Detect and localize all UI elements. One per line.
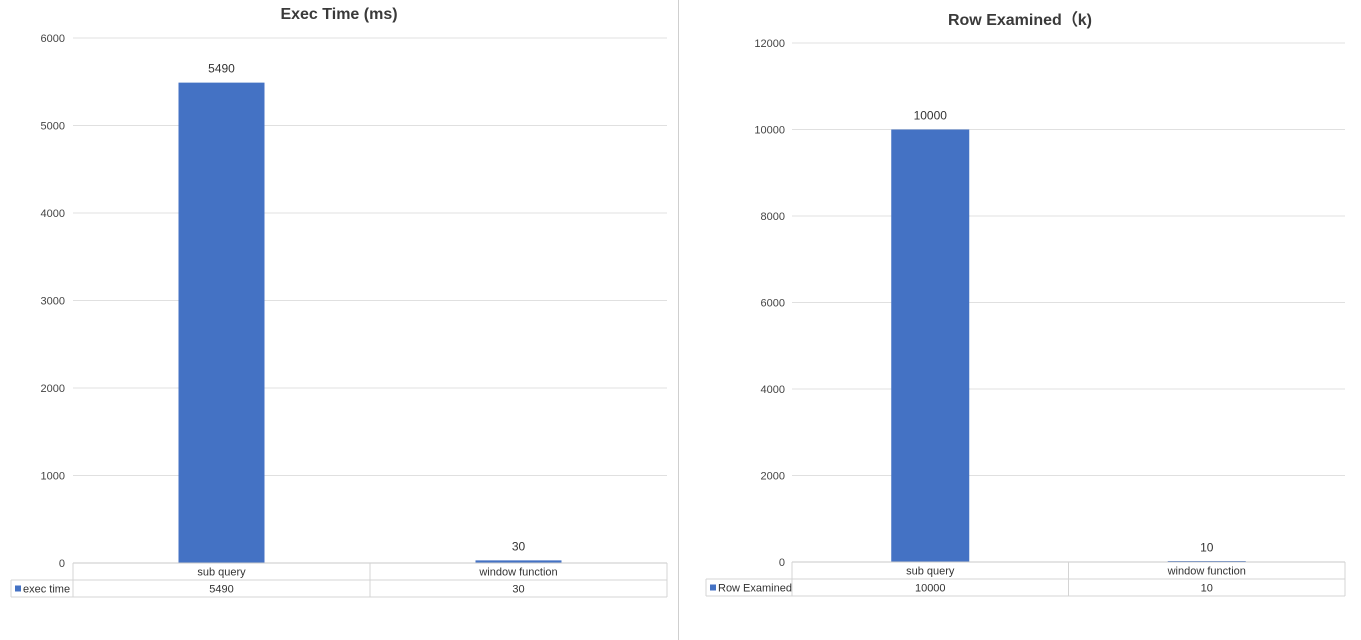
chart-row-examined-plot: 0 2000 4000 6000 8000 10000 12000 10000 10 sub qu… <box>705 38 1346 597</box>
table-value: 30 <box>512 584 524 596</box>
table-value: 10 <box>1201 583 1213 595</box>
y-tick-label: 4000 <box>761 384 785 396</box>
y-tick-label: 6000 <box>41 33 65 45</box>
y-tick-label: 8000 <box>761 211 785 223</box>
y-tick-label: 10000 <box>754 125 785 137</box>
chart-exec-time-plot: 0 1000 2000 3000 4000 5000 6000 5490 30 sub query… <box>10 33 668 598</box>
category-label: window function <box>478 567 557 579</box>
table-value: 5490 <box>209 584 233 596</box>
legend-series-name: exec time <box>23 584 70 596</box>
category-label: sub query <box>197 567 246 579</box>
category-label: sub query <box>906 566 955 578</box>
data-label: 5490 <box>208 62 235 76</box>
y-tick-label: 4000 <box>41 208 65 220</box>
y-tick-label: 3000 <box>41 296 65 308</box>
legend-series-name: Row Examined <box>718 583 792 595</box>
chart-title: Exec Time (ms) <box>280 6 398 23</box>
y-tick-label: 1000 <box>41 471 65 483</box>
bar <box>178 82 265 563</box>
data-label: 10 <box>1200 541 1214 555</box>
y-tick-label: 2000 <box>41 383 65 395</box>
y-tick-label: 0 <box>59 558 65 570</box>
category-label: window function <box>1167 566 1246 578</box>
y-tick-label: 6000 <box>761 298 785 310</box>
y-tick-label: 12000 <box>754 38 785 50</box>
legend-swatch <box>15 585 21 592</box>
y-tick-label: 0 <box>779 557 785 569</box>
table-value: 10000 <box>915 583 946 595</box>
bar <box>891 129 970 562</box>
y-tick-label: 5000 <box>41 121 65 133</box>
chart-row-examined: Row Examined（k) 0 2000 4000 6000 8000 10000 12… <box>679 0 1361 640</box>
chart-exec-time: Exec Time (ms) 0 1000 2000 3000 4000 5000 6000… <box>0 0 678 640</box>
panel-divider <box>678 0 679 640</box>
data-label: 10000 <box>914 109 948 123</box>
bar <box>475 560 562 563</box>
data-label: 30 <box>512 539 526 553</box>
legend-swatch <box>710 584 716 591</box>
chart-title: Row Examined（k) <box>947 12 1093 29</box>
y-tick-label: 2000 <box>761 471 785 483</box>
